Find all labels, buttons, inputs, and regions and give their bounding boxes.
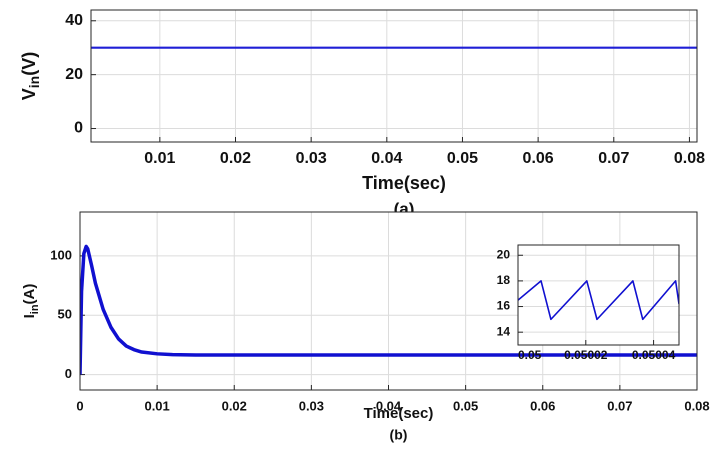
y-tick-label: 20 bbox=[497, 247, 511, 261]
x-tick-label: 0.06 bbox=[523, 150, 554, 167]
x-tick-label: 0.05004 bbox=[632, 348, 676, 362]
x-tick-label: 0.02 bbox=[222, 398, 247, 413]
plot-area bbox=[518, 245, 679, 345]
y-axis-label-part: in bbox=[26, 76, 42, 88]
subplot: 0 20 40 0.01 0.02 0.03 0.04 0.05 0.06 0.07 0.08 Tim… bbox=[19, 9, 705, 218]
x-tick-label: 0 bbox=[76, 398, 83, 413]
y-axis-label: Vin(V) bbox=[19, 52, 42, 100]
y-tick-label: 14 bbox=[497, 324, 511, 338]
x-tick-label: 0.04 bbox=[376, 398, 402, 413]
x-tick-label: 0.01 bbox=[144, 150, 175, 167]
x-tick-label: 0.03 bbox=[299, 398, 324, 413]
x-tick-label: 0.03 bbox=[296, 150, 327, 167]
y-tick-label: 20 bbox=[65, 66, 83, 83]
y-tick-label: 40 bbox=[65, 12, 83, 29]
x-tick-label: 0.08 bbox=[684, 398, 709, 413]
x-tick-label: 0.02 bbox=[220, 150, 251, 167]
x-tick-label: 0.01 bbox=[144, 398, 169, 413]
y-axis-label: Iin(A) bbox=[21, 284, 41, 319]
x-tick-label: 0.05 bbox=[447, 150, 478, 167]
y-axis-label-part: (V) bbox=[19, 52, 39, 76]
y-axis-label-part: I bbox=[21, 314, 38, 318]
x-tick-label: 0.08 bbox=[674, 150, 705, 167]
plot-frame bbox=[90, 9, 698, 143]
x-axis-label: Time(sec) bbox=[362, 173, 446, 193]
plot-frame bbox=[517, 244, 680, 346]
y-tick-label: 100 bbox=[50, 247, 72, 262]
subplot: 14 16 18 20 0.05 0.05002 0.05004 bbox=[497, 244, 680, 362]
data-line bbox=[518, 280, 679, 321]
y-tick-label: 16 bbox=[497, 299, 511, 313]
x-tick-label: 0.06 bbox=[530, 398, 555, 413]
plot-frame bbox=[79, 211, 698, 391]
x-tick-label: 0.05 bbox=[518, 348, 542, 362]
y-tick-label: 0 bbox=[74, 120, 83, 137]
caption: (b) bbox=[390, 427, 408, 443]
x-tick-label: 0.05 bbox=[453, 398, 478, 413]
y-tick-label: 18 bbox=[497, 273, 511, 287]
x-tick-label: 0.04 bbox=[371, 150, 402, 167]
y-tick-label: 0 bbox=[65, 366, 72, 381]
x-axis-label: Time(sec) bbox=[364, 405, 434, 422]
y-axis-label-part: in bbox=[29, 304, 41, 314]
y-axis-label-part: (A) bbox=[21, 284, 38, 305]
plot-area bbox=[91, 10, 697, 142]
x-tick-label: 0.07 bbox=[598, 150, 629, 167]
y-tick-label: 50 bbox=[58, 307, 72, 322]
x-tick-label: 0.07 bbox=[607, 398, 632, 413]
data-line bbox=[80, 244, 697, 375]
x-tick-label: 0.05002 bbox=[564, 348, 608, 362]
y-axis-label-part: V bbox=[19, 88, 39, 100]
